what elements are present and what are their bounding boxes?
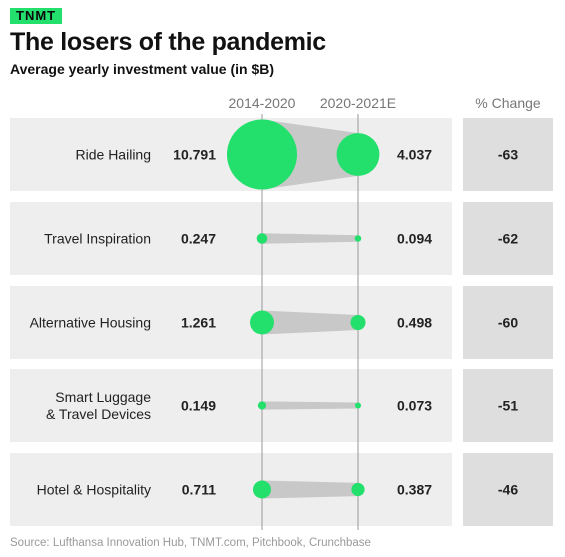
- chart-subtitle: Average yearly investment value (in $B): [10, 61, 275, 77]
- value-label-2020-2021e: 4.037: [397, 147, 432, 163]
- pct-change-cell: [463, 286, 553, 359]
- category-label: Hotel & Hospitality: [37, 482, 151, 498]
- value-label-2014-2020: 10.791: [173, 147, 216, 163]
- value-label-2014-2020: 0.711: [182, 482, 216, 498]
- pct-change-cell: [463, 118, 553, 191]
- value-label-2020-2021e: 0.094: [397, 231, 432, 247]
- category-label: Travel Inspiration: [44, 231, 151, 247]
- category-label: Smart Luggage & Travel Devices: [46, 389, 151, 422]
- bubble-2014-2020: [256, 233, 268, 244]
- pct-change-label: -62: [498, 231, 518, 247]
- bubble-2020-2021e: [355, 402, 361, 409]
- source-note: Source: Lufthansa Innovation Hub, TNMT.c…: [10, 537, 371, 549]
- connector-band: [262, 310, 358, 335]
- bubble-2020-2021e: [354, 235, 362, 242]
- bubble-2014-2020: [250, 310, 274, 335]
- bubble-2014-2020: [253, 480, 271, 499]
- chart-title: The losers of the pandemic: [10, 28, 326, 56]
- value-label-2020-2021e: 0.387: [397, 482, 432, 498]
- pct-change-cell: [463, 453, 553, 526]
- column-header-2014-2020: 2014-2020: [229, 95, 296, 111]
- category-label: Alternative Housing: [30, 315, 151, 331]
- bubble-2014-2020: [227, 119, 297, 190]
- pct-change-label: -63: [498, 147, 518, 163]
- row-background: [10, 202, 452, 275]
- bubble-2020-2021e: [351, 482, 365, 497]
- pct-change-label: -51: [498, 398, 518, 414]
- pct-change-label: -60: [498, 315, 518, 331]
- column-header-2020-2021e: 2020-2021E: [320, 95, 396, 111]
- bubble-2020-2021e: [336, 133, 380, 176]
- brand-logo: TNMT: [10, 8, 63, 24]
- bubble-2014-2020: [257, 401, 267, 410]
- value-label-2014-2020: 0.149: [181, 398, 216, 414]
- value-label-2014-2020: 1.261: [181, 315, 216, 331]
- pct-change-label: -46: [498, 482, 518, 498]
- connector-band: [262, 233, 358, 244]
- row-background: [10, 369, 452, 442]
- connector-band: [262, 401, 358, 410]
- pct-change-cell: [463, 202, 553, 275]
- row-background: [10, 286, 452, 359]
- category-label: Ride Hailing: [76, 147, 151, 163]
- value-label-2014-2020: 0.247: [181, 231, 216, 247]
- row-background: [10, 453, 452, 526]
- pct-change-cell: [463, 369, 553, 442]
- value-label-2020-2021e: 0.498: [397, 315, 432, 331]
- column-header-pct-change: % Change: [475, 95, 541, 111]
- value-label-2020-2021e: 0.073: [397, 398, 432, 414]
- bubble-2020-2021e: [350, 314, 366, 331]
- connector-band: [262, 480, 358, 499]
